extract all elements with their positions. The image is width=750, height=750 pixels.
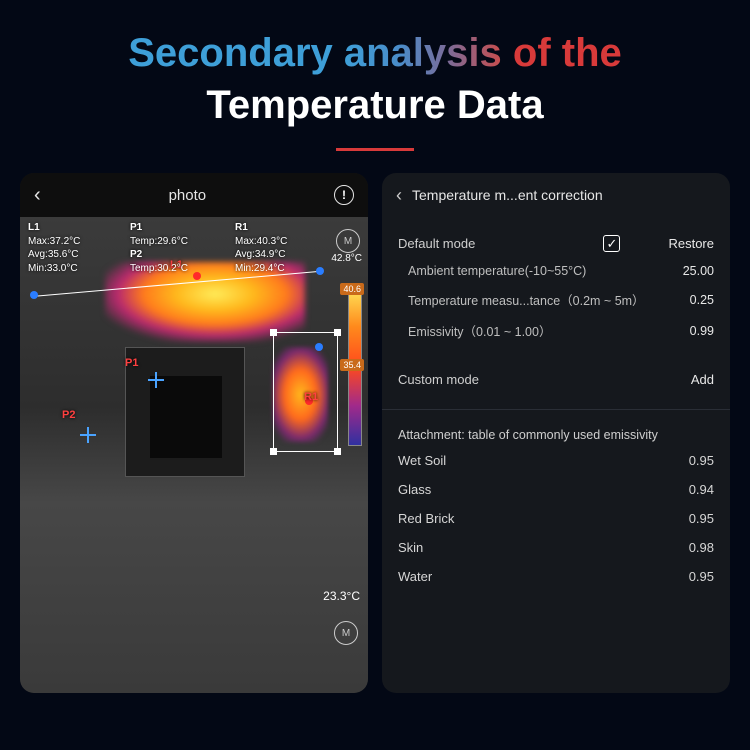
panels: ‹ photo ! L1 R1 P1 P2 L1 [0, 151, 750, 693]
headline-word-1: Secondary [128, 31, 333, 75]
emissivity-label: Emissivity（0.01 ~ 1.00） [408, 321, 551, 340]
header: Secondary analysis of the Temperature Da… [0, 0, 750, 151]
table-row: Water0.95 [398, 562, 714, 591]
roi-R1[interactable]: R1 [273, 332, 338, 452]
label-P2: P2 [62, 409, 75, 421]
distance-value[interactable]: 0.25 [690, 293, 714, 307]
distance-label: Temperature measu...tance（0.2m ~ 5m） [408, 290, 645, 309]
default-mode-section: Default mode ✓ Restore Ambient temperatu… [382, 217, 730, 354]
m-temp: 42.8°C [331, 253, 362, 264]
emissivity-table: Wet Soil0.95 Glass0.94 Red Brick0.95 Ski… [382, 444, 730, 593]
ambient-value[interactable]: 25.00 [683, 264, 714, 278]
default-mode-checkbox[interactable]: ✓ [603, 235, 620, 252]
line-endpoint-right[interactable] [316, 267, 324, 275]
emissivity-value[interactable]: 0.99 [690, 324, 714, 338]
table-row: Wet Soil0.95 [398, 446, 714, 475]
headline-word-2: analysis [344, 31, 502, 75]
headline-line1: Secondary analysis of the [0, 28, 750, 78]
headline-word-3: of [513, 31, 551, 75]
table-row: Skin0.98 [398, 533, 714, 562]
info-icon[interactable]: ! [334, 185, 354, 205]
stat-L1: L1 Max:37.2°C Avg:35.6°C Min:33.0°C [28, 221, 80, 275]
back-icon[interactable]: ‹ [34, 184, 41, 207]
settings-topbar: ‹ Temperature m...ent correction [382, 173, 730, 217]
scale-top-label: 40.6 [340, 283, 364, 295]
ambient-label: Ambient temperature(-10~55°C) [408, 264, 586, 278]
divider-line [382, 409, 730, 410]
thermal-image: L1 R1 P1 P2 L1 Max:37.2°C Avg:35.6°C Min… [20, 217, 368, 693]
attachment-heading: Attachment: table of commonly used emiss… [382, 418, 730, 444]
headline-line2: Temperature Data [0, 80, 750, 130]
mode-button-top[interactable]: M [336, 229, 360, 253]
thermal-title: photo [169, 187, 207, 204]
back-icon-settings[interactable]: ‹ [396, 185, 402, 206]
table-row: Glass0.94 [398, 475, 714, 504]
stat-P: P1 Temp:29.6°C P2 Temp:30.2°C [130, 221, 188, 275]
bottom-temp: 23.3°C [323, 589, 360, 603]
point-P2[interactable] [80, 427, 96, 443]
add-button[interactable]: Add [691, 372, 714, 387]
custom-mode-label: Custom mode [398, 372, 479, 387]
mode-button-bottom[interactable]: M [334, 621, 358, 645]
stat-R1: R1 Max:40.3°C Avg:34.9°C Min:29.4°C [235, 221, 287, 275]
line-midpoint[interactable] [193, 272, 201, 280]
restore-button[interactable]: Restore [668, 236, 714, 251]
settings-title: Temperature m...ent correction [412, 187, 603, 203]
thermal-panel: ‹ photo ! L1 R1 P1 P2 L1 [20, 173, 368, 693]
label-P1: P1 [125, 357, 138, 369]
table-row: Red Brick0.95 [398, 504, 714, 533]
point-P1[interactable] [148, 372, 164, 388]
device-rect [125, 347, 245, 477]
label-R1: R1 [304, 391, 318, 403]
thermal-topbar: ‹ photo ! [20, 173, 368, 217]
roi-point-cold [315, 343, 323, 351]
default-mode-label: Default mode [398, 236, 475, 251]
settings-panel: ‹ Temperature m...ent correction Default… [382, 173, 730, 693]
scale-mid-label: 35.4 [340, 359, 364, 371]
custom-mode-section: Custom mode Add [382, 354, 730, 401]
line-endpoint-left[interactable] [30, 291, 38, 299]
headline-word-4: the [562, 31, 622, 75]
